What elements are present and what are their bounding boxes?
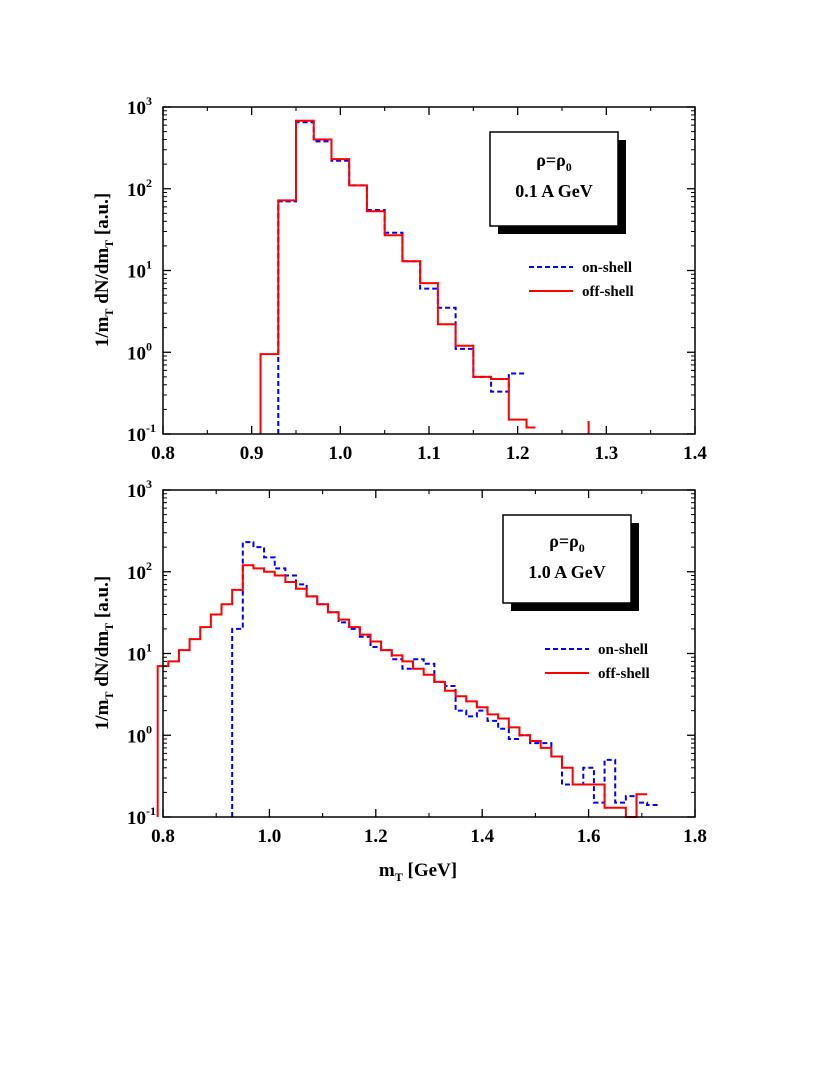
series-group <box>156 541 658 818</box>
x-tick-label: 1.3 <box>594 443 618 464</box>
plot-frame <box>162 106 696 435</box>
chart-panel-bottom: 0.8 1.0 1.2 1.4 1.6 1.8 10-1 100 101 102 103 1/mT… <box>92 477 707 884</box>
y-tick-labels: 10-1 100 101 102 103 <box>127 477 156 829</box>
series-group <box>259 119 590 434</box>
y-tick-label: 102 <box>127 176 152 201</box>
y-tick-label: 103 <box>127 94 152 119</box>
x-tick-label: 1.2 <box>364 826 388 847</box>
density-label: ρ=ρ0 <box>549 531 585 555</box>
annotation-box-frame <box>502 514 632 604</box>
x-tick-labels: 0.8 1.0 1.2 1.4 1.6 1.8 <box>151 826 707 847</box>
energy-label: 0.1 A GeV <box>515 181 593 201</box>
x-tick-label: 1.0 <box>328 443 352 464</box>
x-tick-labels: 0.8 0.9 1.0 1.1 1.2 1.3 1.4 <box>151 443 707 464</box>
legend-label-on-shell: on-shell <box>598 642 648 658</box>
x-tick-label: 1.4 <box>683 443 707 464</box>
legend: on-shell off-shell <box>529 260 634 300</box>
density-label: ρ=ρ0 <box>536 150 572 174</box>
y-tick-label: 100 <box>127 339 152 364</box>
legend-label-on-shell: on-shell <box>582 260 632 276</box>
y-axis-label: 1/mT dN/dmT [a.u.] <box>92 576 116 730</box>
x-axis-label: mT [GeV] <box>379 860 457 884</box>
x-tick-label: 0.9 <box>240 443 264 464</box>
x-tick-label: 1.6 <box>577 826 601 847</box>
legend-label-off-shell: off-shell <box>582 284 634 300</box>
y-tick-label: 103 <box>127 477 152 502</box>
legend: on-shell off-shell <box>545 642 650 682</box>
x-tick-label: 0.8 <box>151 443 175 464</box>
annotation-box: ρ=ρ0 1.0 A GeV <box>502 514 639 611</box>
annotation-box: ρ=ρ0 0.1 A GeV <box>489 131 626 234</box>
y-tick-label: 101 <box>127 258 152 283</box>
x-tick-label: 0.8 <box>151 826 175 847</box>
y-tick-label: 100 <box>127 722 152 747</box>
chart-panel-top: 0.8 0.9 1.0 1.1 1.2 1.3 1.4 10-1 100 101 102 103 1… <box>92 94 707 464</box>
series-off-shell-line <box>156 564 648 818</box>
x-tick-label: 1.1 <box>417 443 441 464</box>
y-tick-label: 102 <box>127 559 152 584</box>
y-tick-labels: 10-1 100 101 102 103 <box>127 94 156 446</box>
y-tick-label: 10-1 <box>127 421 156 446</box>
x-tick-label: 1.2 <box>506 443 530 464</box>
plot-frame <box>162 489 696 818</box>
y-tick-label: 10-1 <box>127 804 156 829</box>
x-tick-label: 1.4 <box>470 826 494 847</box>
energy-label: 1.0 A GeV <box>528 562 606 582</box>
series-off-shell-line <box>259 119 536 434</box>
y-tick-label: 101 <box>127 641 152 666</box>
annotation-box-frame <box>489 131 619 227</box>
y-axis-label: 1/mT dN/dmT [a.u.] <box>92 193 116 347</box>
x-tick-label: 1.0 <box>258 826 282 847</box>
legend-label-off-shell: off-shell <box>598 666 650 682</box>
x-tick-label: 1.8 <box>683 826 707 847</box>
